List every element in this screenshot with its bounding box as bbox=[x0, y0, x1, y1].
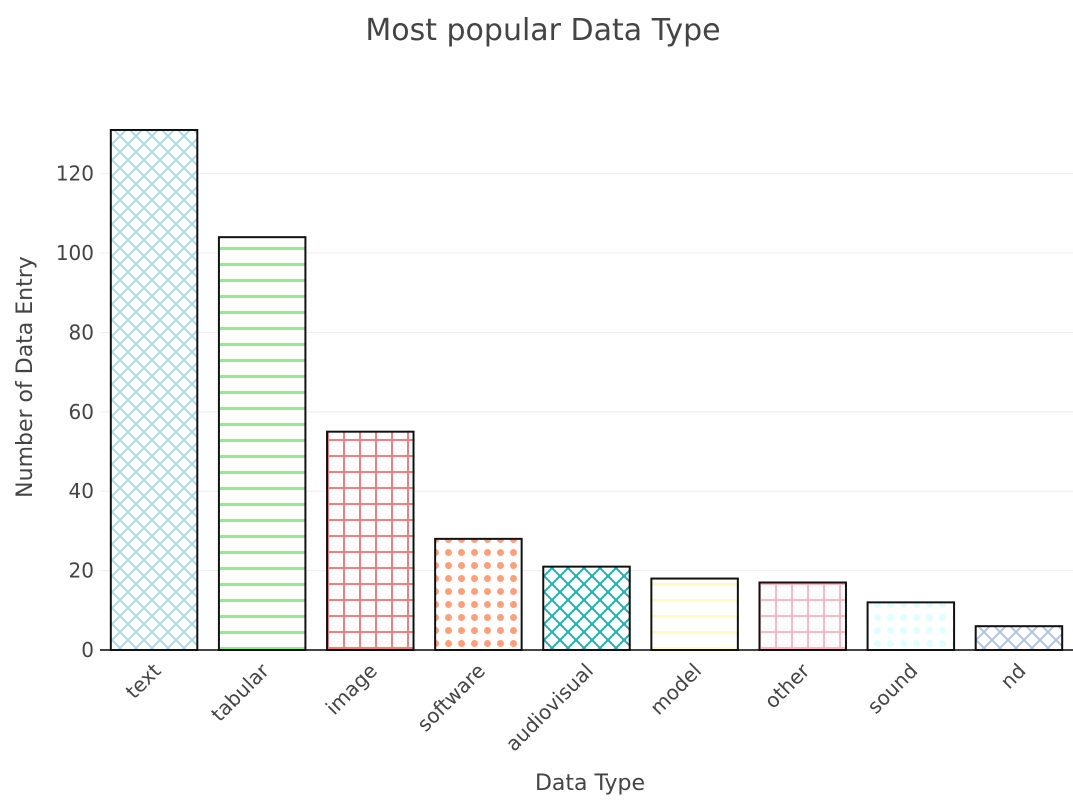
x-tick-label: image bbox=[321, 659, 382, 720]
bar-model bbox=[650, 577, 739, 651]
y-tick-label: 40 bbox=[69, 479, 94, 503]
x-tick-label: text bbox=[121, 658, 166, 703]
bar-image bbox=[326, 430, 415, 651]
bar-audiovisual bbox=[542, 565, 631, 652]
x-tick-label: audiovisual bbox=[501, 659, 598, 756]
y-axis-ticks: 0 20 40 60 80 100 120 bbox=[56, 162, 94, 662]
y-axis-title: Number of Data Entry bbox=[13, 256, 38, 498]
bar-tabular bbox=[217, 236, 307, 651]
x-tick-label: sound bbox=[862, 659, 922, 719]
y-tick-label: 20 bbox=[69, 559, 94, 583]
y-tick-label: 0 bbox=[81, 638, 94, 662]
bar-nd bbox=[974, 625, 1064, 652]
y-tick-label: 60 bbox=[69, 400, 94, 424]
y-tick-label: 80 bbox=[69, 320, 94, 344]
bar-sound bbox=[866, 601, 956, 651]
x-tick-label: nd bbox=[996, 659, 1031, 694]
chart-title: Most popular Data Type bbox=[365, 13, 720, 48]
x-axis-ticks: text tabular image software audiovisual model… bbox=[121, 658, 1031, 756]
x-axis-title: Data Type bbox=[535, 771, 645, 796]
y-tick-label: 100 bbox=[56, 241, 94, 265]
x-tick-label: software bbox=[412, 659, 490, 737]
bars bbox=[109, 129, 1064, 652]
x-tick-label: other bbox=[760, 658, 815, 713]
bar-software bbox=[434, 537, 523, 652]
bar-text bbox=[109, 129, 199, 651]
bar-other bbox=[758, 581, 847, 652]
x-tick-label: tabular bbox=[206, 658, 274, 726]
y-tick-label: 120 bbox=[56, 162, 94, 186]
x-tick-label: model bbox=[645, 659, 706, 720]
